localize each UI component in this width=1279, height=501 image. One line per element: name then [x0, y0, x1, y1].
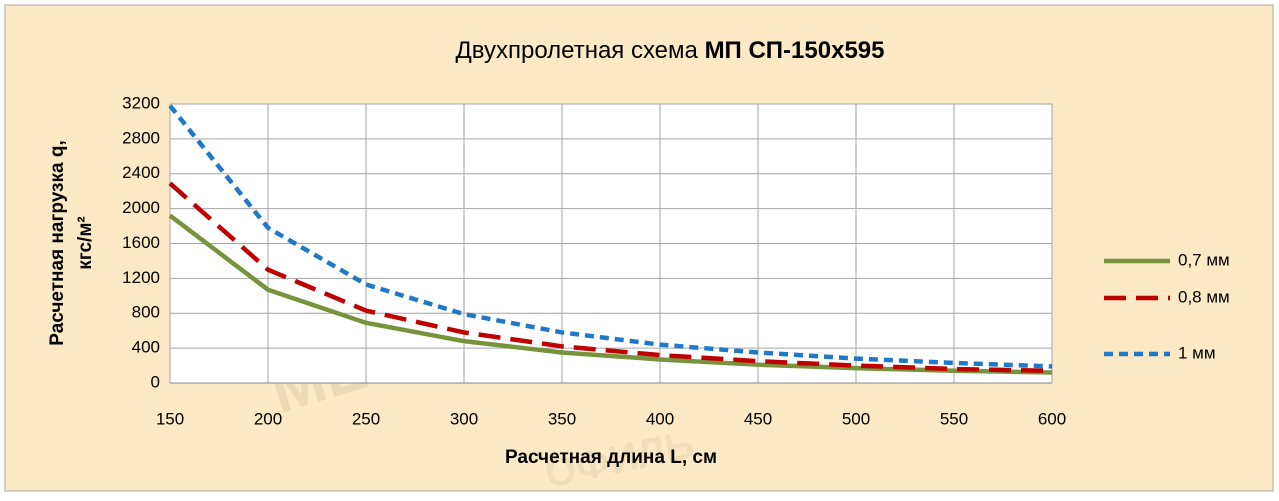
x-tick-label: 250: [352, 409, 380, 428]
x-tick-label: 400: [646, 409, 674, 428]
y-axis-label: Расчетная нагрузка q,: [47, 140, 68, 345]
legend-label: 0,8 мм: [1178, 287, 1230, 306]
series-line: [168, 181, 1053, 374]
x-tick-label: 450: [744, 409, 772, 428]
y-tick-label: 800: [132, 303, 160, 322]
x-tick-label: 350: [548, 409, 576, 428]
y-tick-label: 2800: [122, 128, 160, 147]
y-tick-label: 3200: [122, 93, 160, 112]
legend-label: 1 мм: [1178, 343, 1216, 362]
x-tick-label: 200: [254, 409, 282, 428]
x-tick-label: 500: [842, 409, 870, 428]
chart-title: Двухпролетная схема МП СП-150х595: [456, 37, 885, 64]
x-tick-label: 300: [450, 409, 478, 428]
legend-label: 0,7 мм: [1178, 250, 1230, 269]
x-tick-label: 600: [1038, 409, 1066, 428]
title-part: Двухпролетная схема: [456, 37, 699, 64]
y-axis-label: кгс/м²: [75, 216, 96, 269]
y-tick-label: 0: [151, 372, 160, 391]
x-axis-label: Расчетная длина L, см: [505, 447, 717, 468]
y-tick-label: 1200: [122, 268, 160, 287]
y-tick-label: 1600: [122, 233, 160, 252]
y-tick-label: 2400: [122, 163, 160, 182]
y-tick-label: 2000: [122, 198, 160, 217]
series-line: [168, 104, 1053, 369]
y-tick-label: 400: [132, 338, 160, 357]
x-tick-label: 150: [156, 409, 184, 428]
title-part: МП СП-150х595: [705, 37, 885, 64]
x-tick-label: 550: [940, 409, 968, 428]
